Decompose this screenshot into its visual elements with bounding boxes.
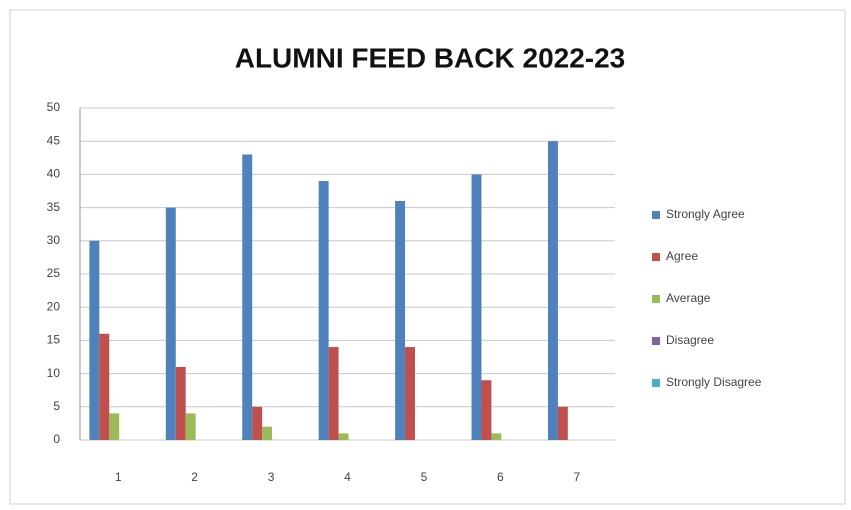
legend-label: Agree xyxy=(666,249,698,263)
y-tick-label: 5 xyxy=(53,399,60,413)
bar xyxy=(109,413,120,440)
y-tick-label: 40 xyxy=(47,167,61,181)
bar xyxy=(89,240,100,440)
x-tick-label: 3 xyxy=(268,470,275,484)
y-tick-label: 50 xyxy=(47,100,61,114)
y-tick-label: 35 xyxy=(47,200,61,214)
bar xyxy=(491,433,502,440)
chart-frame xyxy=(9,9,846,505)
bar xyxy=(481,380,492,440)
y-tick-label: 25 xyxy=(47,266,61,280)
x-tick-label: 5 xyxy=(421,470,428,484)
legend-label: Strongly Agree xyxy=(666,207,745,221)
bar xyxy=(99,333,110,440)
bar xyxy=(175,366,186,440)
bar xyxy=(405,347,415,440)
bar xyxy=(328,347,339,440)
legend-swatch xyxy=(652,337,660,345)
x-tick-label: 7 xyxy=(573,470,580,484)
bar xyxy=(185,413,196,440)
bar xyxy=(547,141,558,440)
legend-label: Disagree xyxy=(666,333,714,347)
bar xyxy=(165,207,176,440)
bar xyxy=(471,174,482,440)
bar xyxy=(338,433,349,440)
x-tick-label: 4 xyxy=(344,470,351,484)
chart-title: ALUMNI FEED BACK 2022-23 xyxy=(235,42,626,73)
y-tick-label: 45 xyxy=(47,133,61,147)
y-tick-label: 20 xyxy=(47,299,61,313)
legend-label: Average xyxy=(666,291,711,305)
bar xyxy=(318,181,329,441)
legend-label: Strongly Disagree xyxy=(666,375,762,389)
legend-swatch xyxy=(652,295,660,303)
y-tick-label: 30 xyxy=(47,233,61,247)
y-tick-label: 0 xyxy=(53,432,60,446)
bar xyxy=(262,426,273,440)
bar xyxy=(557,406,568,440)
legend-swatch xyxy=(652,379,660,387)
x-tick-label: 1 xyxy=(115,470,122,484)
legend-swatch xyxy=(652,253,660,261)
legend-swatch xyxy=(652,211,660,219)
bar xyxy=(395,200,406,440)
bar xyxy=(252,406,263,440)
x-tick-label: 2 xyxy=(191,470,198,484)
y-tick-label: 10 xyxy=(47,366,61,380)
y-tick-label: 15 xyxy=(47,333,61,347)
bar xyxy=(242,154,253,441)
x-tick-label: 6 xyxy=(497,470,504,484)
